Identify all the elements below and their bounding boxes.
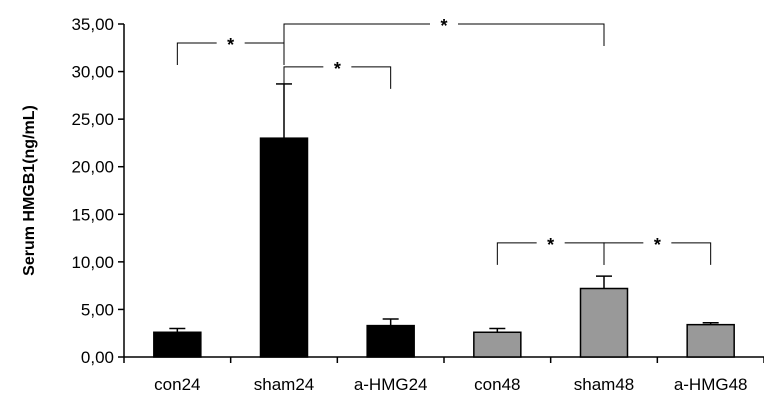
significance-star: *: [227, 35, 234, 55]
bar-sham24: [259, 137, 309, 358]
x-tick-label: a-HMG24: [354, 375, 428, 394]
x-tick-label: sham48: [574, 375, 634, 394]
y-tick-label: 20,00: [71, 158, 114, 177]
significance-bracket: [283, 23, 605, 46]
x-tick-label: con24: [154, 375, 200, 394]
y-tick-label: 35,00: [71, 15, 114, 34]
significance-star: *: [440, 16, 447, 36]
y-tick-label: 30,00: [71, 63, 114, 82]
x-tick-label: sham24: [254, 375, 314, 394]
y-tick-label: 0,00: [81, 348, 114, 367]
y-tick-label: 5,00: [81, 300, 114, 319]
significance-star: *: [334, 59, 341, 79]
significance-star: *: [654, 235, 661, 255]
y-axis-label-group: Serum HMGB1(ng/mL): [21, 105, 38, 276]
axes: 0,00 5,00 10,00 15,00 20,00 25,00 30,00 35,00 co…: [71, 15, 764, 394]
bar-sham48: [579, 287, 629, 358]
bar-con48: [473, 331, 522, 358]
y-axis-label: Serum HMGB1(ng/mL): [21, 105, 38, 276]
bars: [153, 83, 735, 358]
y-tick-label: 15,00: [71, 205, 114, 224]
y-tick-label: 25,00: [71, 110, 114, 129]
y-tick-label: 10,00: [71, 253, 114, 272]
x-tick-label: a-HMG48: [674, 375, 748, 394]
significance-brackets: * * * * *: [176, 16, 712, 265]
bar-a-HMG48: [686, 323, 735, 358]
significance-star: *: [547, 235, 554, 255]
bar-a-HMG24: [366, 324, 415, 358]
x-tick-label: con48: [474, 375, 520, 394]
bar-con24: [153, 331, 202, 358]
significance-bracket: [283, 66, 392, 89]
significance-bracket: [603, 242, 712, 265]
